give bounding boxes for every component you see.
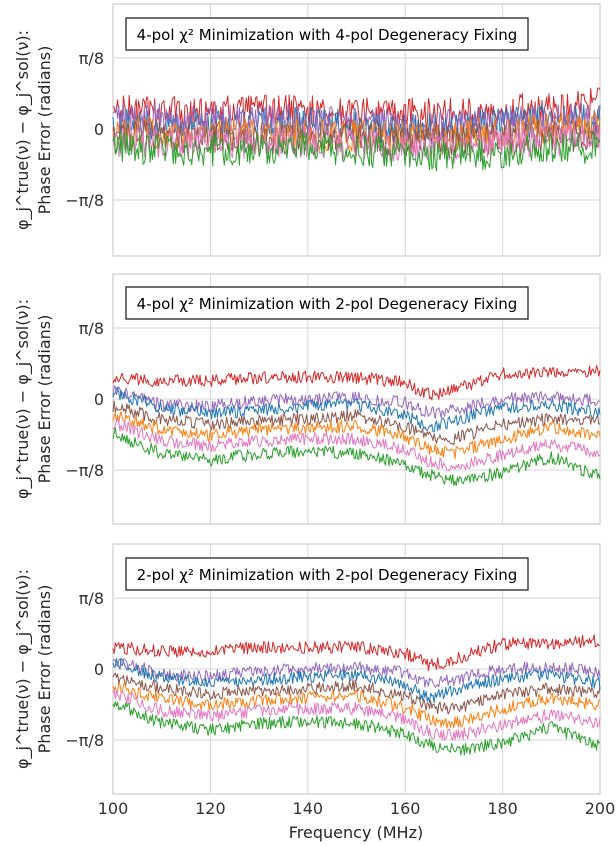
x-tick-160: 160 bbox=[390, 799, 421, 818]
panel-2-ytick-pi8: π/8 bbox=[79, 319, 104, 338]
series-line-6 bbox=[112, 418, 601, 472]
panel-1-ytick-neg-pi8: −π/8 bbox=[65, 191, 104, 210]
panel-2-ytick-neg-pi8: −π/8 bbox=[65, 461, 104, 480]
panel-3-ylabel-line2: Phase Error (radians) bbox=[35, 585, 54, 754]
series-line-1 bbox=[112, 87, 601, 130]
x-tick-140: 140 bbox=[293, 799, 324, 818]
series-line-1 bbox=[112, 634, 601, 672]
x-tick-200: 200 bbox=[585, 799, 616, 818]
panel-1-series bbox=[112, 87, 601, 172]
panel-1: 4-pol χ² Minimization with 4-pol Degener… bbox=[13, 3, 601, 257]
series-line-2 bbox=[112, 658, 601, 688]
panel-2-ylabel: φ_j^true(ν) − φ_j^sol(ν): Phase Error (r… bbox=[13, 299, 54, 499]
x-axis-label: Frequency (MHz) bbox=[289, 823, 423, 842]
panel-1-ylabel-line2: Phase Error (radians) bbox=[35, 46, 54, 215]
panel-3-series bbox=[112, 634, 601, 756]
panel-2: 4-pol χ² Minimization with 2-pol Degener… bbox=[13, 273, 601, 525]
panel-3-ylabel: φ_j^true(ν) − φ_j^sol(ν): Phase Error (r… bbox=[13, 569, 54, 769]
series-line-5 bbox=[112, 411, 601, 460]
panel-3-ytick-0: 0 bbox=[94, 660, 104, 679]
panel-1-ytick-pi8: π/8 bbox=[79, 49, 104, 68]
series-line-7 bbox=[112, 131, 601, 172]
panel-2-ytick-0: 0 bbox=[94, 390, 104, 409]
x-tick-120: 120 bbox=[195, 799, 226, 818]
series-line-5 bbox=[112, 682, 601, 729]
panel-3-title: 2-pol χ² Minimization with 2-pol Degener… bbox=[137, 566, 518, 584]
panel-3-ytick-pi8: π/8 bbox=[79, 589, 104, 608]
series-line-6 bbox=[112, 122, 601, 164]
series-line-3 bbox=[112, 657, 601, 704]
panel-2-title-box: 4-pol χ² Minimization with 2-pol Degener… bbox=[125, 286, 529, 320]
x-axis: 100 120 140 160 180 200 Frequency (MHz) bbox=[98, 799, 616, 842]
panel-1-ylabel-line1: φ_j^true(ν) − φ_j^sol(ν): bbox=[13, 30, 33, 230]
x-tick-180: 180 bbox=[487, 799, 518, 818]
series-line-3 bbox=[112, 386, 601, 433]
panel-3-ylabel-line1: φ_j^true(ν) − φ_j^sol(ν): bbox=[13, 569, 33, 769]
series-line-6 bbox=[112, 689, 601, 741]
panel-2-title: 4-pol χ² Minimization with 2-pol Degener… bbox=[137, 295, 518, 313]
panel-2-ylabel-line2: Phase Error (radians) bbox=[35, 315, 54, 484]
panel-1-title: 4-pol χ² Minimization with 4-pol Degener… bbox=[137, 26, 518, 44]
series-line-7 bbox=[112, 701, 601, 756]
panel-2-series bbox=[112, 365, 601, 486]
panel-2-ylabel-line1: φ_j^true(ν) − φ_j^sol(ν): bbox=[13, 299, 33, 499]
series-line-4 bbox=[112, 400, 601, 446]
panel-1-title-box: 4-pol χ² Minimization with 4-pol Degener… bbox=[125, 17, 529, 51]
series-line-1 bbox=[112, 365, 601, 401]
panel-1-ytick-0: 0 bbox=[94, 120, 104, 139]
series-line-7 bbox=[112, 427, 601, 486]
panel-3-title-box: 2-pol χ² Minimization with 2-pol Degener… bbox=[125, 557, 529, 591]
series-line-4 bbox=[112, 672, 601, 715]
panel-3: 2-pol χ² Minimization with 2-pol Degener… bbox=[13, 543, 601, 795]
x-tick-100: 100 bbox=[98, 799, 129, 818]
panel-1-ylabel: φ_j^true(ν) − φ_j^sol(ν): Phase Error (r… bbox=[13, 30, 54, 230]
panel-3-ytick-neg-pi8: −π/8 bbox=[65, 731, 104, 750]
series-line-5 bbox=[112, 119, 601, 157]
